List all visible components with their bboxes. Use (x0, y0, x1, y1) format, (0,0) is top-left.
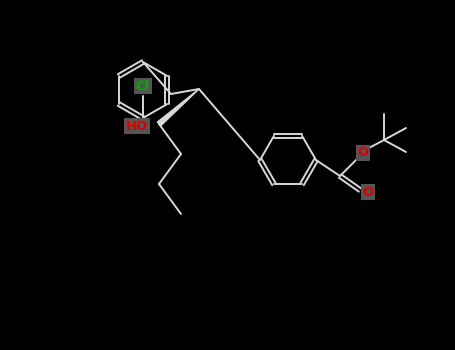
Text: HO: HO (126, 119, 148, 133)
Polygon shape (157, 89, 199, 126)
Text: O: O (362, 186, 374, 198)
Text: O: O (357, 147, 369, 160)
Text: Cl: Cl (136, 79, 150, 92)
